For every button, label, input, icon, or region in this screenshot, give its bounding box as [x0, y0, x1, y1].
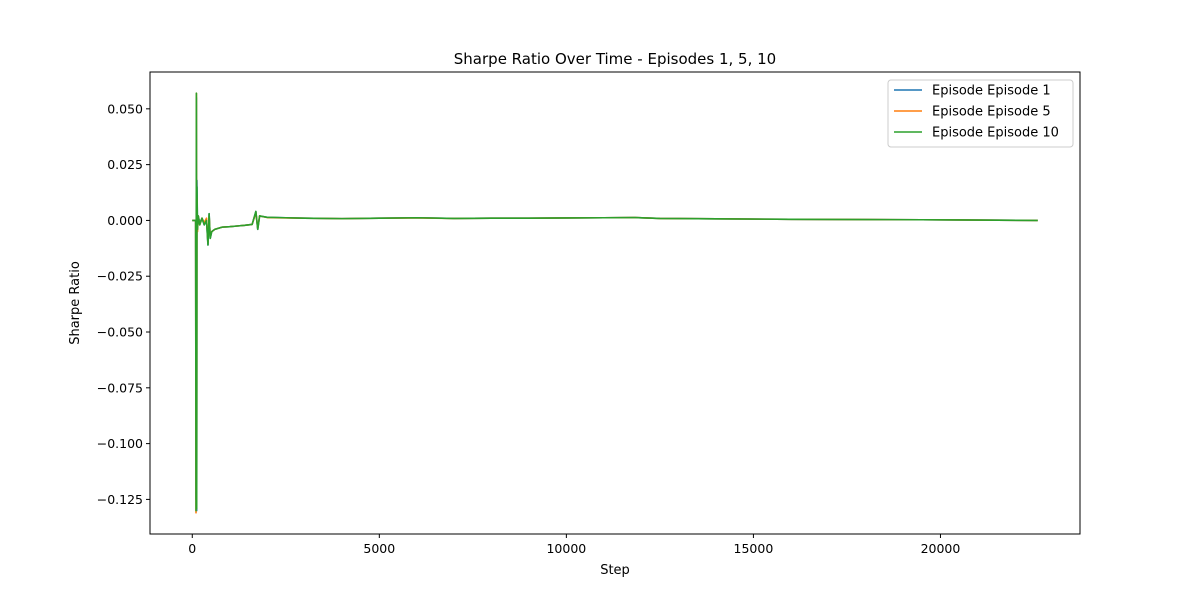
chart-title: Sharpe Ratio Over Time - Episodes 1, 5, … — [454, 50, 776, 68]
y-tick-label: 0.000 — [107, 213, 143, 228]
x-axis-label: Step — [600, 563, 630, 578]
legend-label: Episode Episode 5 — [932, 105, 1051, 120]
series-line-2 — [192, 92, 1038, 514]
plot-frame — [149, 71, 1081, 535]
x-axis: 0 5000 10000 15000 20000 — [188, 534, 960, 556]
y-tick-label: −0.125 — [97, 492, 143, 507]
x-tick-label: 20000 — [921, 541, 961, 556]
legend-label: Episode Episode 10 — [932, 126, 1059, 141]
legend-label: Episode Episode 1 — [932, 84, 1051, 99]
y-tick-label: 0.025 — [107, 157, 143, 172]
series-layer — [192, 92, 1038, 514]
legend-box — [887, 79, 1074, 148]
y-axis-label: Sharpe Ratio — [68, 261, 83, 345]
y-axis: 0.050 0.025 0.000 −0.025 −0.050 −0.075 −0.100 −… — [97, 101, 150, 507]
y-tick-label: −0.025 — [97, 269, 143, 284]
series-line-3 — [192, 92, 1038, 512]
x-tick-label: 0 — [188, 541, 196, 556]
y-tick-label: −0.050 — [97, 325, 143, 340]
y-tick-label: −0.075 — [97, 380, 143, 395]
x-tick-label: 15000 — [734, 541, 774, 556]
x-tick-label: 10000 — [546, 541, 586, 556]
legend: Episode Episode 1 Episode Episode 5 Episod… — [887, 79, 1074, 148]
x-tick-label: 5000 — [363, 541, 395, 556]
series-line-1 — [192, 96, 1038, 512]
y-tick-label: 0.050 — [107, 101, 143, 116]
y-tick-label: −0.100 — [97, 436, 143, 451]
